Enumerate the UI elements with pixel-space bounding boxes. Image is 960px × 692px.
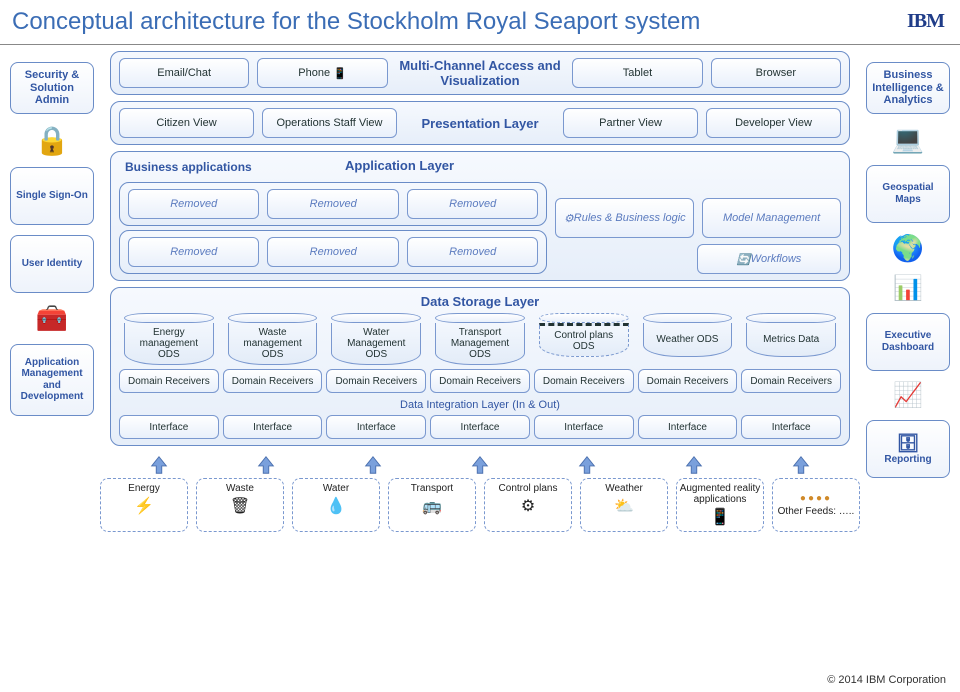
iface-5: Interface	[534, 415, 634, 439]
feed-energy: Energy⚡	[100, 478, 188, 532]
waste-icon: 🗑	[230, 496, 250, 516]
cyl-waste: Waste management ODS	[223, 313, 323, 365]
workflows-box: 🔄 Workflows	[697, 244, 841, 274]
access-browser: Browser	[711, 58, 841, 88]
transport-icon: 🚌	[422, 496, 442, 516]
access-tablet: Tablet	[572, 58, 702, 88]
app-removed-4: Removed	[128, 237, 259, 267]
iface-1: Interface	[119, 415, 219, 439]
ar-icon: 📱	[710, 507, 730, 527]
cyl-transport: Transport Management ODS	[430, 313, 530, 365]
developer-view: Developer View	[706, 108, 841, 138]
copyright: © 2014 IBM Corporation	[827, 674, 946, 686]
arrow-1	[110, 454, 209, 476]
feed-transport: Transport🚌	[388, 478, 476, 532]
ops-staff-view: Operations Staff View	[262, 108, 397, 138]
recv-4: Domain Receivers	[430, 369, 530, 393]
access-email: Email/Chat	[119, 58, 249, 88]
feed-weather: Weather⛅	[580, 478, 668, 532]
access-phone: Phone 📱	[257, 58, 387, 88]
arrow-6	[644, 454, 743, 476]
data-storage-title: Data Storage Layer	[119, 294, 841, 309]
arrow-row	[110, 454, 850, 476]
app-removed-5: Removed	[267, 237, 398, 267]
gear-icon: ⚙	[564, 212, 574, 225]
cyl-metrics: Metrics Data	[741, 313, 841, 365]
access-title: Multi-Channel Access and Visualization	[396, 58, 565, 88]
data-integration-title: Data Integration Layer (In & Out)	[119, 397, 841, 411]
feeds-row: Energy⚡ Waste🗑 Water💧 Transport🚌 Control…	[100, 478, 860, 532]
recv-3: Domain Receivers	[326, 369, 426, 393]
arrow-4	[431, 454, 530, 476]
feed-waste: Waste🗑	[196, 478, 284, 532]
water-icon: 💧	[326, 496, 346, 516]
model-mgmt-box: Model Management	[702, 198, 841, 238]
partner-view: Partner View	[563, 108, 698, 138]
iface-3: Interface	[326, 415, 426, 439]
cyl-control: Control plans ODS	[534, 313, 634, 365]
main-area: Email/Chat Phone 📱 Multi-Channel Access …	[110, 51, 850, 476]
arrow-5	[537, 454, 636, 476]
weather-icon: ⛅	[614, 496, 634, 516]
energy-icon: ⚡	[134, 496, 154, 516]
cyl-energy: Energy management ODS	[119, 313, 219, 365]
phone-icon: 📱	[333, 67, 347, 80]
recv-7: Domain Receivers	[741, 369, 841, 393]
feed-water: Water💧	[292, 478, 380, 532]
page-title: Conceptual architecture for the Stockhol…	[0, 0, 960, 45]
ibm-logo: IBM	[907, 10, 944, 33]
bizapps-label: Business applications	[125, 160, 252, 174]
iface-6: Interface	[638, 415, 738, 439]
citizen-view: Citizen View	[119, 108, 254, 138]
presentation-layer: Citizen View Operations Staff View Prese…	[110, 101, 850, 145]
cyl-weather: Weather ODS	[638, 313, 738, 365]
app-removed-3: Removed	[407, 189, 538, 219]
arrow-3	[324, 454, 423, 476]
control-icon: ⚙	[521, 496, 535, 516]
pres-title: Presentation Layer	[405, 108, 555, 138]
cyl-water: Water Management ODS	[326, 313, 426, 365]
feed-other: ●●●●Other Feeds: …..	[772, 478, 860, 532]
app-layer-title: Application Layer	[252, 158, 548, 178]
app-removed-6: Removed	[407, 237, 538, 267]
app-removed-1: Removed	[128, 189, 259, 219]
access-layer: Email/Chat Phone 📱 Multi-Channel Access …	[110, 51, 850, 95]
app-removed-2: Removed	[267, 189, 398, 219]
recv-5: Domain Receivers	[534, 369, 634, 393]
recv-6: Domain Receivers	[638, 369, 738, 393]
arrow-2	[217, 454, 316, 476]
recv-1: Domain Receivers	[119, 369, 219, 393]
data-storage-layer: Data Storage Layer Energy management ODS…	[110, 287, 850, 446]
cycle-icon: 🔄	[737, 253, 751, 266]
recv-2: Domain Receivers	[223, 369, 323, 393]
feed-ar: Augmented reality applications📱	[676, 478, 764, 532]
arrow-7	[751, 454, 850, 476]
iface-7: Interface	[741, 415, 841, 439]
rules-box: ⚙ Rules & Business logic	[555, 198, 694, 238]
iface-4: Interface	[430, 415, 530, 439]
application-layer: Business applications Application Layer …	[110, 151, 850, 281]
feed-control: Control plans⚙	[484, 478, 572, 532]
iface-2: Interface	[223, 415, 323, 439]
